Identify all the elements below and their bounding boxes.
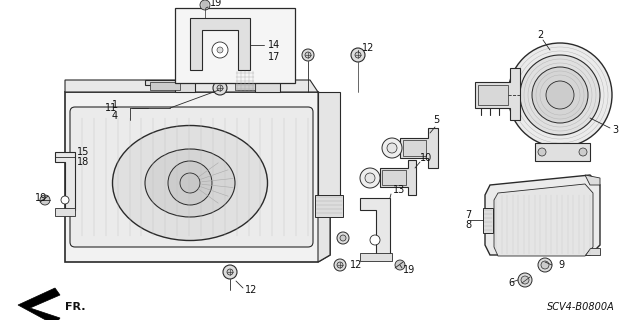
- Circle shape: [180, 173, 200, 193]
- Text: 2: 2: [537, 30, 543, 40]
- Circle shape: [337, 262, 343, 268]
- Circle shape: [40, 195, 50, 205]
- Polygon shape: [475, 68, 520, 120]
- Bar: [382, 170, 406, 185]
- Text: 7: 7: [465, 210, 471, 220]
- Text: 9: 9: [558, 260, 564, 270]
- Text: 6: 6: [508, 278, 514, 288]
- Text: 19: 19: [403, 265, 415, 275]
- Bar: [175, 8, 295, 83]
- Text: 17: 17: [268, 52, 280, 62]
- Text: 19: 19: [35, 193, 47, 203]
- Bar: [535, 143, 590, 161]
- Bar: [478, 85, 508, 105]
- Bar: [403, 140, 426, 156]
- Polygon shape: [380, 160, 416, 195]
- Text: 4: 4: [112, 111, 118, 121]
- Text: 5: 5: [433, 115, 439, 125]
- Circle shape: [217, 47, 223, 53]
- Circle shape: [217, 85, 223, 91]
- Bar: [360, 253, 392, 261]
- Polygon shape: [400, 128, 438, 168]
- Bar: [150, 82, 180, 90]
- Circle shape: [387, 143, 397, 153]
- Text: SCV4-B0800A: SCV4-B0800A: [547, 302, 615, 312]
- Text: 11: 11: [105, 103, 117, 113]
- Circle shape: [508, 43, 612, 147]
- Text: 8: 8: [465, 220, 471, 230]
- Circle shape: [223, 265, 237, 279]
- Bar: [483, 208, 493, 233]
- Circle shape: [538, 148, 546, 156]
- Text: FR.: FR.: [65, 302, 86, 312]
- Circle shape: [360, 168, 380, 188]
- Text: 12: 12: [362, 43, 374, 53]
- Circle shape: [200, 0, 210, 10]
- Circle shape: [520, 55, 600, 135]
- Text: 14: 14: [268, 40, 280, 50]
- Bar: [235, 70, 255, 90]
- Circle shape: [365, 173, 375, 183]
- Polygon shape: [360, 198, 390, 255]
- Polygon shape: [230, 68, 280, 92]
- Circle shape: [355, 52, 361, 58]
- Polygon shape: [585, 248, 600, 255]
- Circle shape: [370, 235, 380, 245]
- FancyBboxPatch shape: [70, 107, 313, 247]
- Circle shape: [395, 260, 405, 270]
- Circle shape: [212, 42, 228, 58]
- Text: 19: 19: [210, 0, 222, 8]
- Ellipse shape: [113, 125, 268, 241]
- Circle shape: [168, 161, 212, 205]
- Circle shape: [518, 273, 532, 287]
- Circle shape: [305, 52, 311, 58]
- Text: 12: 12: [350, 260, 362, 270]
- Text: 13: 13: [393, 185, 405, 195]
- Ellipse shape: [145, 149, 235, 217]
- Polygon shape: [55, 152, 75, 210]
- Circle shape: [302, 49, 314, 61]
- Polygon shape: [318, 92, 340, 200]
- Circle shape: [538, 258, 552, 272]
- Polygon shape: [65, 80, 318, 92]
- Polygon shape: [494, 184, 593, 256]
- Polygon shape: [485, 175, 600, 255]
- Circle shape: [213, 81, 227, 95]
- Circle shape: [382, 138, 402, 158]
- Circle shape: [546, 81, 574, 109]
- Circle shape: [521, 276, 529, 284]
- Text: 1: 1: [112, 100, 118, 110]
- Circle shape: [334, 259, 346, 271]
- Circle shape: [351, 48, 365, 62]
- Text: 18: 18: [77, 157, 89, 167]
- Polygon shape: [145, 80, 195, 92]
- Circle shape: [532, 67, 588, 123]
- Polygon shape: [585, 175, 600, 185]
- Text: 10: 10: [420, 153, 432, 163]
- Circle shape: [227, 269, 233, 275]
- Text: 3: 3: [612, 125, 618, 135]
- Circle shape: [61, 196, 69, 204]
- Polygon shape: [190, 18, 250, 70]
- Bar: [315, 195, 343, 217]
- Circle shape: [340, 235, 346, 241]
- Circle shape: [579, 148, 587, 156]
- Polygon shape: [65, 92, 330, 262]
- Circle shape: [541, 261, 549, 269]
- Text: 12: 12: [245, 285, 257, 295]
- Text: 15: 15: [77, 147, 90, 157]
- Bar: [55, 208, 75, 216]
- Polygon shape: [18, 288, 60, 320]
- Circle shape: [337, 232, 349, 244]
- Polygon shape: [318, 92, 330, 262]
